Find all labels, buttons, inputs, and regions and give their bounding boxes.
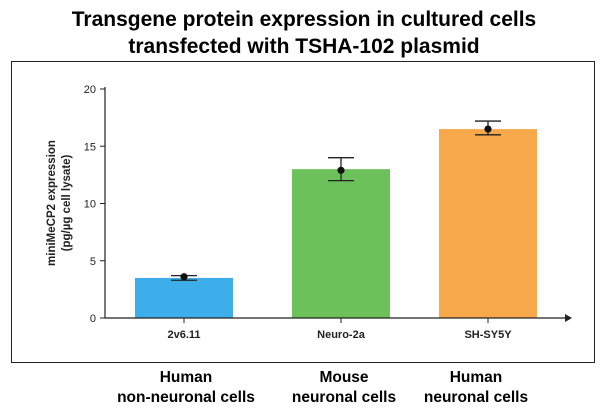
y-tick-label: 20 — [84, 84, 96, 96]
x-tick-label: SH-SY5Y — [464, 329, 512, 341]
x-tick-label: 2v6.11 — [167, 329, 200, 341]
y-axis-title: miniMeCP2 expression — [46, 140, 58, 266]
group-label-human-neuronal: Human neuronal cells — [423, 369, 529, 406]
title-line-2: transfected with TSHA-102 plasmid — [128, 35, 480, 58]
y-tick-label: 15 — [84, 141, 96, 153]
group-label-human-non-neuronal: Human non-neuronal cells — [117, 369, 255, 406]
data-point — [337, 166, 345, 174]
y-tick-label: 10 — [84, 199, 96, 211]
chart-frame — [11, 61, 595, 363]
data-point — [484, 125, 492, 133]
y-tick-label: 5 — [90, 256, 96, 268]
y-axis-title-unit: (pg/µg cell lysate) — [61, 154, 73, 251]
y-tick-label: 0 — [90, 313, 96, 325]
data-point — [180, 273, 188, 281]
bar-neuro-2a — [292, 169, 390, 318]
bar-2v6-11 — [135, 277, 233, 318]
chart-title: Transgene protein expression in cultured… — [0, 6, 608, 60]
x-tick-label: Neuro-2a — [317, 329, 366, 341]
x-axis-arrow — [565, 314, 572, 322]
bar-sh-sy5y — [439, 129, 537, 318]
title-line-1: Transgene protein expression in cultured… — [71, 8, 537, 31]
group-label-mouse-neuronal: Mouse neuronal cells — [291, 369, 397, 406]
